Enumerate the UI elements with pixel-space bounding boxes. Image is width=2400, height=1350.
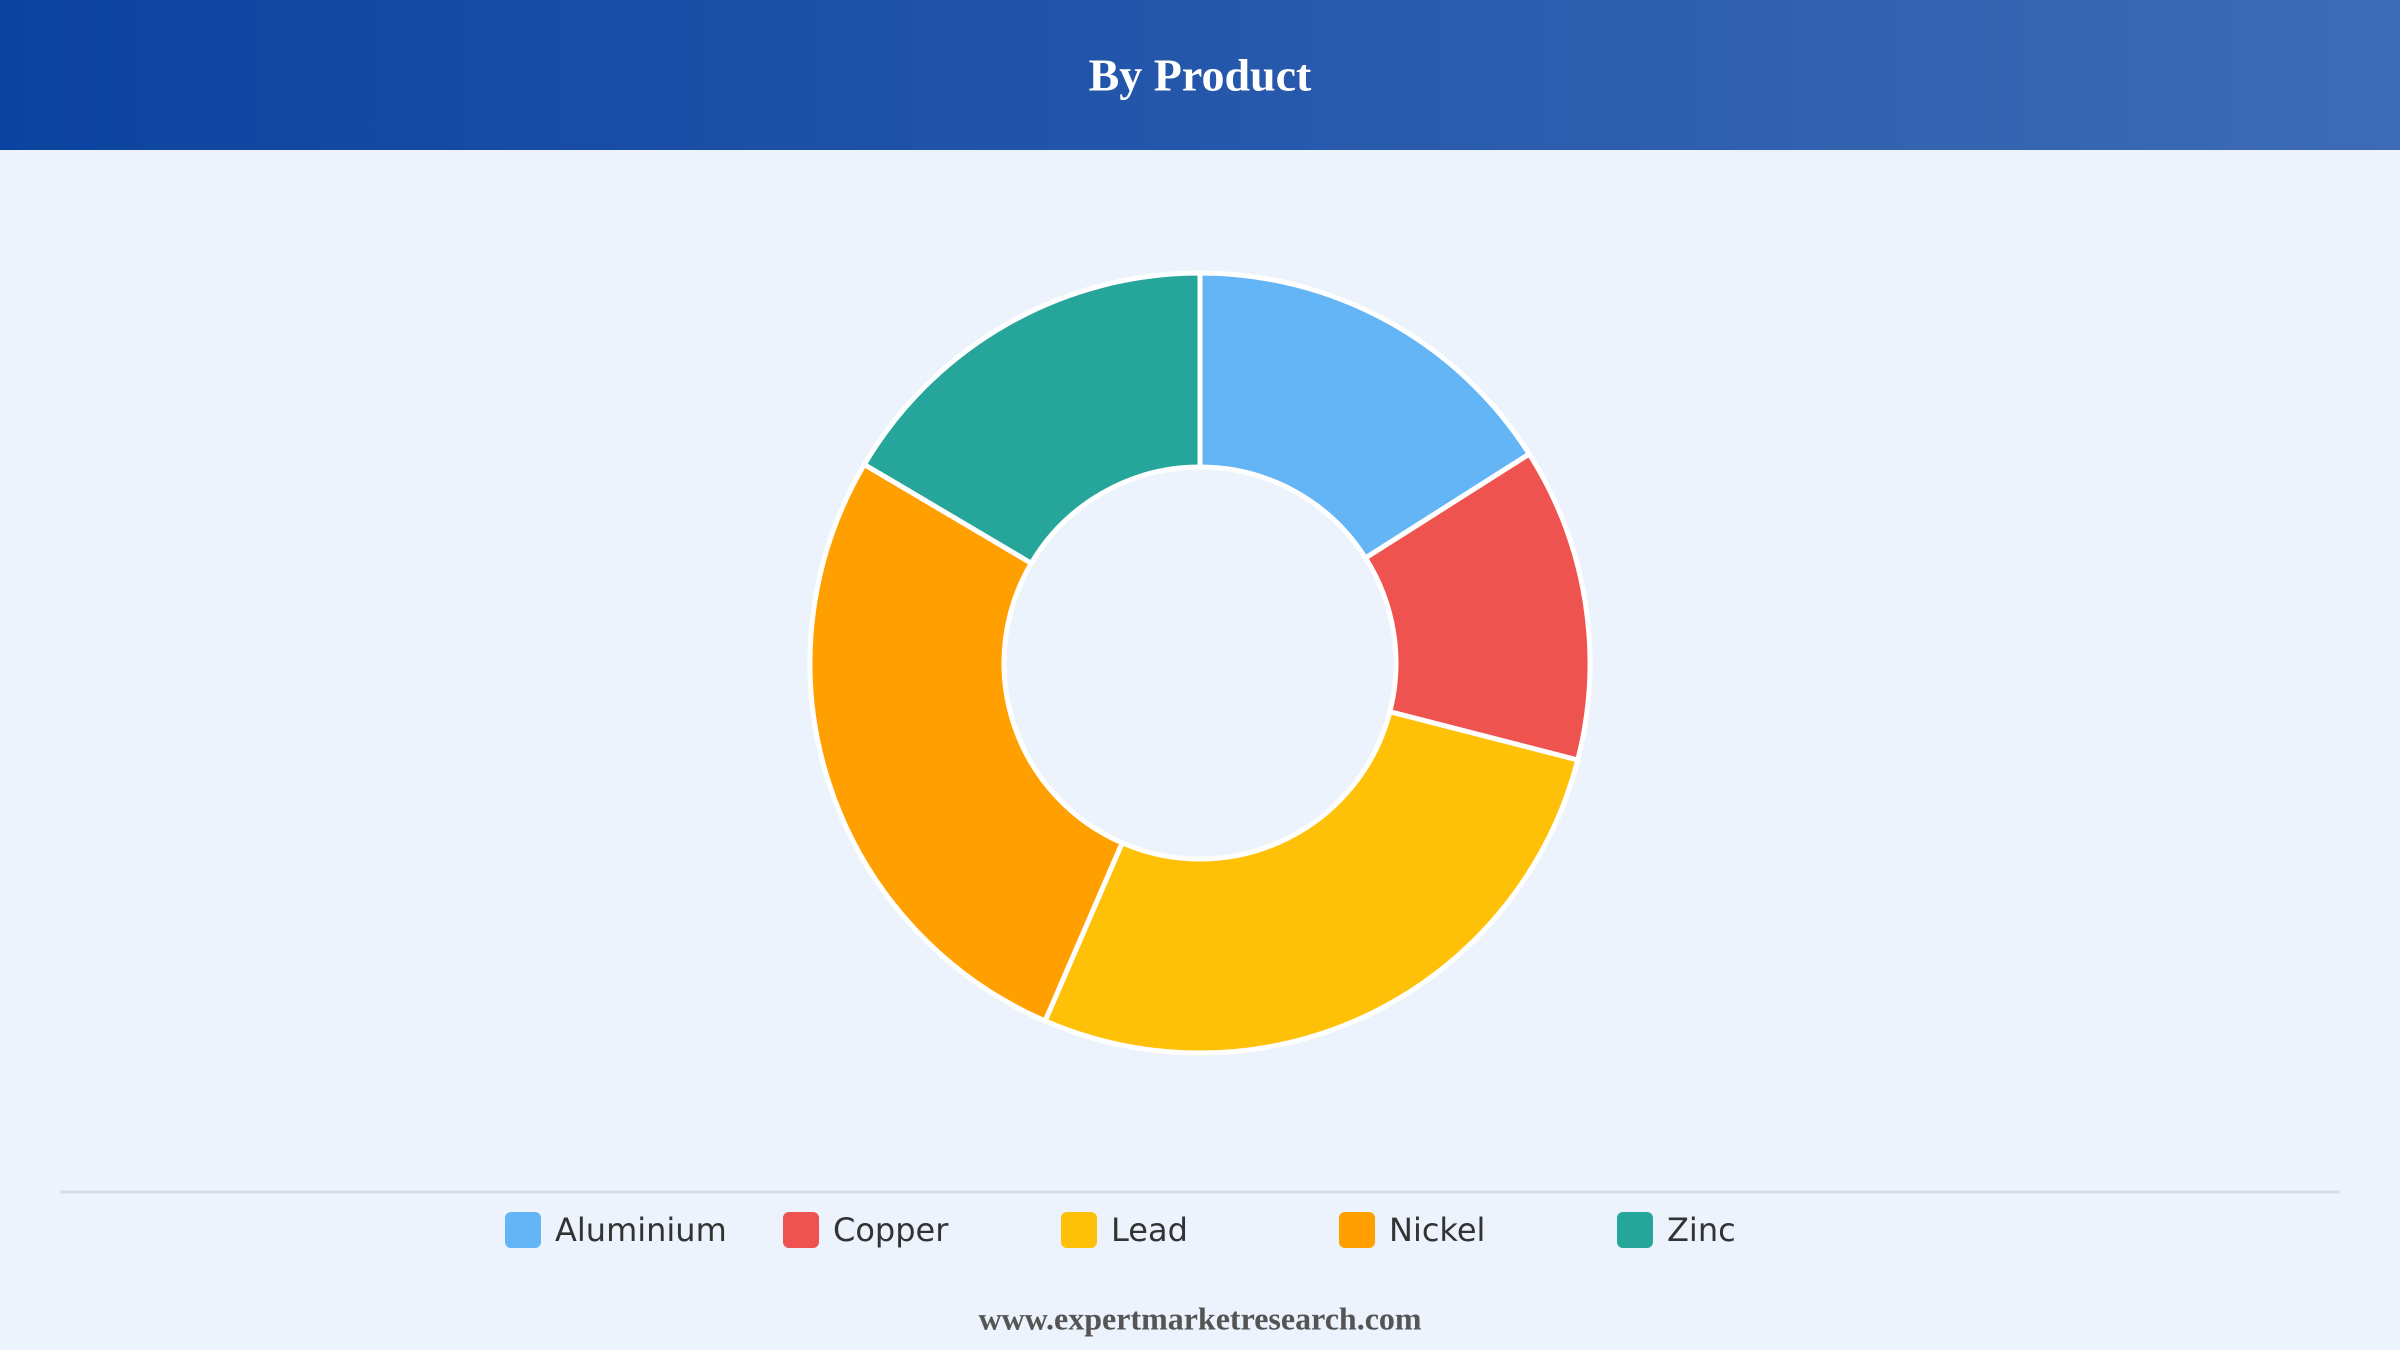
legend-swatch xyxy=(505,1212,541,1248)
legend-label: Aluminium xyxy=(555,1211,727,1249)
donut xyxy=(807,270,1593,1056)
donut-slice xyxy=(860,270,1203,567)
legend: Aluminium Copper Lead Nickel Zinc xyxy=(505,1211,1736,1249)
header-bar xyxy=(0,0,2400,150)
legend-swatch xyxy=(1617,1212,1653,1248)
legend-swatch xyxy=(1339,1212,1375,1248)
legend-label: Copper xyxy=(833,1211,949,1249)
legend-swatch xyxy=(783,1212,819,1248)
legend-label: Zinc xyxy=(1667,1211,1736,1249)
legend-swatch xyxy=(1061,1212,1097,1248)
donut-slice xyxy=(1362,450,1593,764)
chart-title: By Product xyxy=(1089,50,1312,101)
legend-label: Nickel xyxy=(1389,1211,1485,1249)
legend-label: Lead xyxy=(1111,1211,1188,1249)
donut-slice xyxy=(1197,270,1533,562)
donut-slice xyxy=(1041,708,1581,1056)
source-text: www.expertmarketresearch.com xyxy=(978,1300,1421,1336)
donut-slice xyxy=(807,461,1126,1025)
